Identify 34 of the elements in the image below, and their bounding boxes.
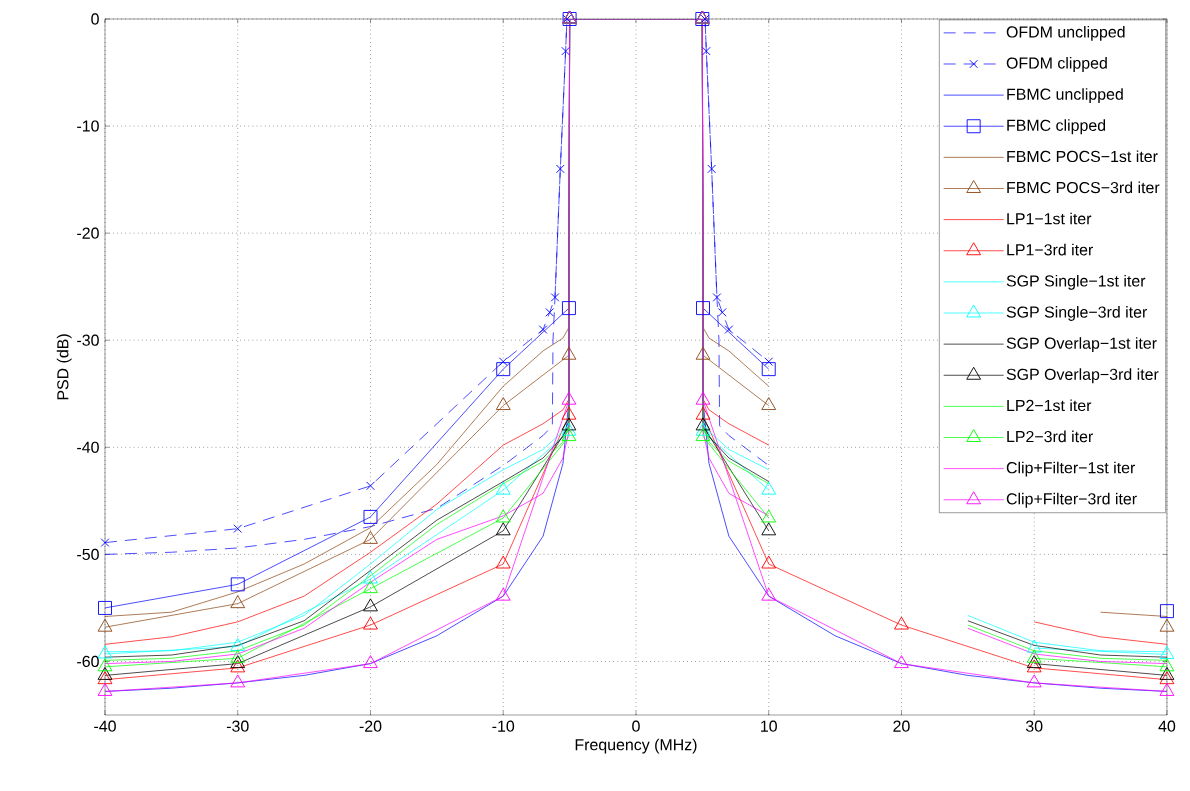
y-tick-label: -60 [77, 655, 99, 668]
x-tick-label: 40 [1158, 720, 1176, 732]
x-tick-label: -40 [94, 720, 116, 732]
legend-label: LP2−3rd iter [1007, 430, 1093, 443]
legend-label: OFDM clipped [1006, 57, 1107, 72]
y-tick-label: -20 [77, 227, 99, 239]
x-tick-label: 0 [632, 720, 640, 732]
y-tick-label: -10 [77, 120, 99, 132]
y-tick-label: -40 [77, 441, 99, 453]
y-tick-label: -50 [77, 548, 99, 561]
y-tick-label: -30 [77, 334, 99, 346]
legend-label: SGP Overlap−3rd iter [1006, 368, 1159, 384]
x-axis-title: Frequency (MHz) [575, 738, 697, 754]
legend-label: Clip+Filter−3rd iter [1006, 492, 1137, 508]
legend-label: SGP Single−3rd iter [1006, 306, 1148, 321]
legend-label: Clip+Filter−1st iter [1006, 461, 1136, 477]
legend-label: OFDM unclipped [1006, 25, 1125, 41]
x-tick-label: 20 [893, 720, 910, 732]
legend-label: FBMC POCS−3rd iter [1007, 181, 1160, 194]
x-tick-label: 10 [761, 720, 777, 732]
x-tick-label: -10 [492, 720, 515, 732]
legend-label: SGP Overlap−1st iter [1006, 337, 1157, 353]
x-tick-label: -20 [359, 720, 382, 732]
legend-label: FBMC POCS−1st iter [1007, 150, 1158, 163]
legend-label: LP1−3rd iter [1007, 243, 1093, 256]
legend-label: SGP Single−1st iter [1006, 274, 1146, 290]
legend-label: LP1−1st iter [1007, 212, 1092, 225]
x-tick-label: -30 [226, 720, 249, 732]
x-tick-label: 30 [1025, 720, 1043, 732]
legend-label: FBMC clipped [1007, 119, 1106, 135]
legend-label: LP2−1st iter [1007, 399, 1092, 412]
y-tick-label: 0 [91, 13, 99, 25]
y-axis-title: PSD (dB) [56, 334, 72, 400]
legend-label: FBMC unclipped [1007, 88, 1123, 104]
